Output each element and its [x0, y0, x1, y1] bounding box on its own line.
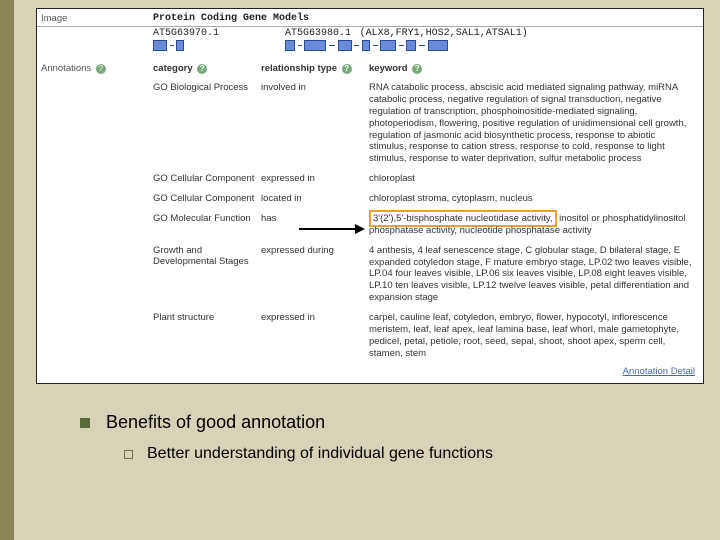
table-row: GO Biological Process involved in RNA ca…: [37, 78, 703, 169]
gene-models-track: AT5G63970.1 AT5G63980.1 (ALX8,FRY1,HOS2,…: [37, 27, 703, 57]
cell-keyword: chloroplast: [369, 173, 699, 185]
table-row: GO Molecular Function has 3'(2'),5'-bisp…: [37, 209, 703, 241]
gene-model-2-intron: [419, 45, 425, 46]
gene-model-2-exon: [406, 40, 416, 51]
bullet-sub-text: Better understanding of individual gene …: [147, 445, 493, 463]
cell-category: GO Cellular Component: [153, 193, 261, 205]
cell-relationship: located in: [261, 193, 369, 205]
gene-model-2-intron: [399, 45, 404, 46]
header-keyword: keyword: [369, 63, 408, 74]
cell-category: Plant structure: [153, 312, 261, 360]
slide-bullets: Benefits of good annotation Better under…: [80, 412, 493, 463]
annotation-table-header: Annotations ? category ? relationship ty…: [37, 57, 703, 78]
annotation-screenshot-panel: Image Protein Coding Gene Models AT5G639…: [36, 8, 704, 384]
bullet-square-icon: [80, 418, 90, 428]
cell-relationship: expressed in: [261, 312, 369, 360]
cell-category: GO Biological Process: [153, 82, 261, 165]
cell-category: GO Cellular Component: [153, 173, 261, 185]
help-icon[interactable]: ?: [412, 64, 422, 74]
bullet-main: Benefits of good annotation: [80, 412, 493, 433]
bullet-sub: Better understanding of individual gene …: [124, 445, 493, 463]
gene-model-2-exon: [380, 40, 396, 51]
cell-category: Growth and Developmental Stages: [153, 245, 261, 304]
gene-models-header: Image Protein Coding Gene Models: [37, 9, 703, 27]
table-row: GO Cellular Component located in chlorop…: [37, 189, 703, 209]
cell-keyword: chloroplast stroma, cytoplasm, nucleus: [369, 193, 699, 205]
cell-relationship: expressed during: [261, 245, 369, 304]
gene-model-2-intron: [373, 45, 378, 46]
cell-keyword: carpel, cauline leaf, cotyledon, embryo,…: [369, 312, 699, 360]
help-icon[interactable]: ?: [197, 64, 207, 74]
gene-models-title: Protein Coding Gene Models: [153, 13, 309, 24]
cell-category: GO Molecular Function: [153, 213, 261, 237]
gene-model-1-exon: [176, 40, 184, 51]
gene-model-2-intron: [298, 45, 302, 46]
cell-relationship: involved in: [261, 82, 369, 165]
annotation-detail-link[interactable]: Annotation Detail: [37, 364, 703, 379]
table-row: GO Cellular Component expressed in chlor…: [37, 169, 703, 189]
callout-arrow: [299, 224, 365, 234]
gene-model-2-aliases: (ALX8,FRY1,HOS2,SAL1,ATSAL1): [360, 28, 528, 39]
gene-model-1-id: AT5G63970.1: [153, 28, 219, 39]
gene-model-1-exon: [153, 40, 167, 51]
gene-model-2-intron: [354, 45, 359, 46]
image-label: Image: [41, 13, 153, 24]
header-relationship: relationship type: [261, 63, 337, 74]
gene-model-2-exon: [362, 40, 370, 51]
gene-model-2-intron: [329, 45, 335, 46]
gene-model-2-exon: [285, 40, 295, 51]
bullet-main-text: Benefits of good annotation: [106, 412, 325, 433]
table-row: Plant structure expressed in carpel, cau…: [37, 308, 703, 364]
slide-left-accent: [0, 0, 14, 540]
cell-keyword: 4 anthesis, 4 leaf senescence stage, C g…: [369, 245, 699, 304]
table-row: Growth and Developmental Stages expresse…: [37, 241, 703, 308]
gene-model-2-exon: [428, 40, 448, 51]
gene-model-2-id: AT5G63980.1: [285, 28, 351, 39]
gene-model-1-intron: [170, 45, 174, 46]
annotations-label: Annotations: [41, 63, 91, 74]
cell-relationship: expressed in: [261, 173, 369, 185]
help-icon[interactable]: ?: [96, 64, 106, 74]
help-icon[interactable]: ?: [342, 64, 352, 74]
gene-model-2-exon: [338, 40, 352, 51]
cell-keyword: RNA catabolic process, abscisic acid med…: [369, 82, 699, 165]
cell-keyword: 3'(2'),5'-bisphosphate nucleotidase acti…: [369, 213, 699, 237]
header-category: category: [153, 63, 193, 74]
gene-model-2-exon: [304, 40, 326, 51]
bullet-square-open-icon: [124, 450, 133, 459]
